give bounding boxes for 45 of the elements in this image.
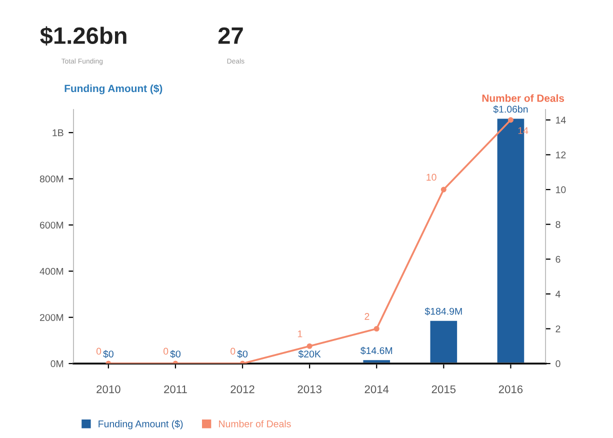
y-axis-title: Funding Amount ($) [64,84,162,94]
x-tick-label: 2012 [230,385,254,394]
y2-tick-label: 6 [556,256,560,263]
data-label: $0 [237,350,248,358]
y2-tick-label: 12 [556,151,566,158]
data-label: $0 [103,350,114,358]
data-label: $1.06bn [493,105,528,114]
y-tick-label: 600M [40,222,64,229]
bar [430,320,458,364]
point [508,117,514,123]
y2-tick-label: 4 [556,290,560,298]
point [306,343,312,349]
y2-tick-label: 14 [556,116,566,124]
data-label: $20K [298,350,321,358]
legend-label: Funding Amount ($) [98,420,183,430]
x-tick-label: 2016 [498,385,523,394]
data-label: 2 [364,312,370,320]
y2-tick-label: 10 [556,186,566,194]
y2-tick-label: 2 [556,325,560,332]
point [440,186,446,192]
y-tick-label: 400M [40,268,64,275]
text: $1.26bn [40,26,126,46]
y-tick-label: 200M [40,314,64,321]
y-tick-label: 800M [40,176,64,182]
x-tick-label: 2015 [432,385,456,394]
x-tick-label: 2014 [364,385,389,394]
data-label: 1 [298,330,302,338]
data-label: 0 [96,348,102,355]
y2-tick-label: 0 [556,360,560,368]
data-label: $184.9M [424,307,462,316]
y-tick-label: 1B [52,129,64,136]
y2-axis-title: Number of Deals [482,94,564,102]
data-label: 0 [164,348,168,355]
legend-label: Number of Deals [219,420,291,428]
x-tick-label: 2010 [96,385,120,394]
data-label: $14.6M [360,346,392,355]
point [374,326,380,332]
data-label: 10 [426,174,436,181]
y-tick-label: 0M [50,360,64,368]
text: 27 [218,27,243,44]
x-tick-label: 2011 [164,385,187,394]
x-tick-label: 2013 [298,385,322,394]
y2-tick-label: 8 [556,221,560,228]
data-label: 0 [230,348,236,355]
data-label: $0 [170,350,180,358]
